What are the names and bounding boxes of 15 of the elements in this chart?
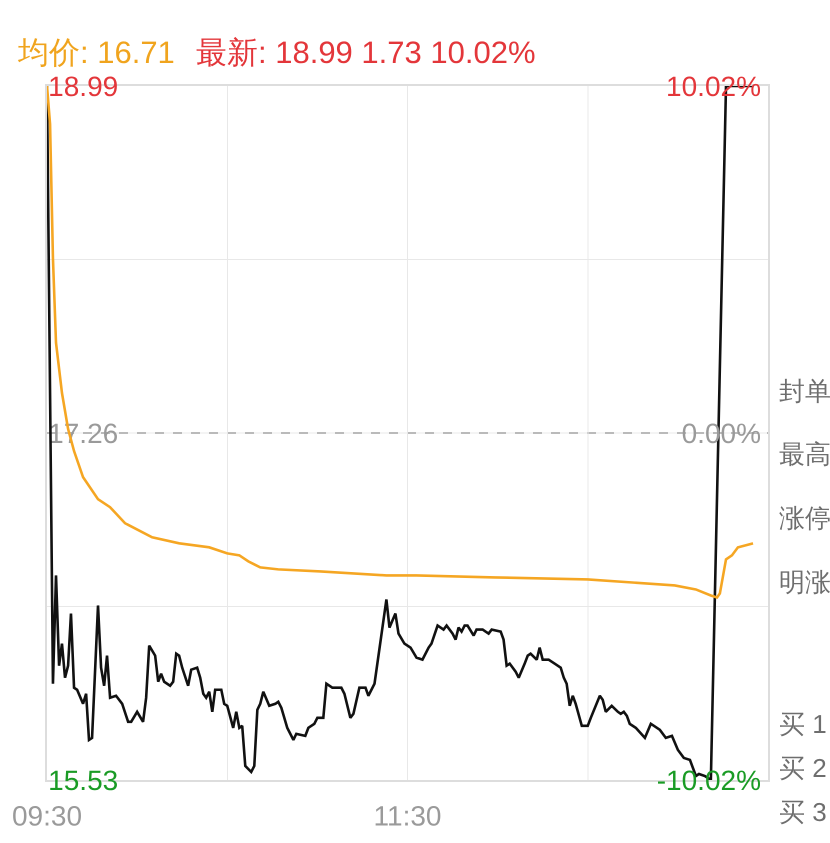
x-tick-label: 11:30 — [374, 800, 442, 832]
y-tick-label: 15.53 — [48, 764, 118, 796]
text: 买 1 — [779, 709, 827, 739]
text: 最高 — [779, 439, 830, 469]
text: 买 2 — [779, 753, 827, 783]
chart-subtitle: 最新: 18.99 1.73 10.02% — [196, 35, 536, 70]
y-tick-label: 18.99 — [48, 70, 118, 102]
text: 明涨 — [779, 567, 830, 597]
y2-tick-label: 10.02% — [666, 70, 761, 102]
chart-title: 均价: 16.71 — [17, 35, 175, 70]
text: 买 3 — [779, 797, 827, 827]
y2-tick-label: -10.02% — [656, 764, 761, 796]
x-tick-label: 09:30 — [12, 800, 82, 832]
text: 封单 — [779, 376, 830, 406]
text: 涨停 — [779, 503, 830, 533]
